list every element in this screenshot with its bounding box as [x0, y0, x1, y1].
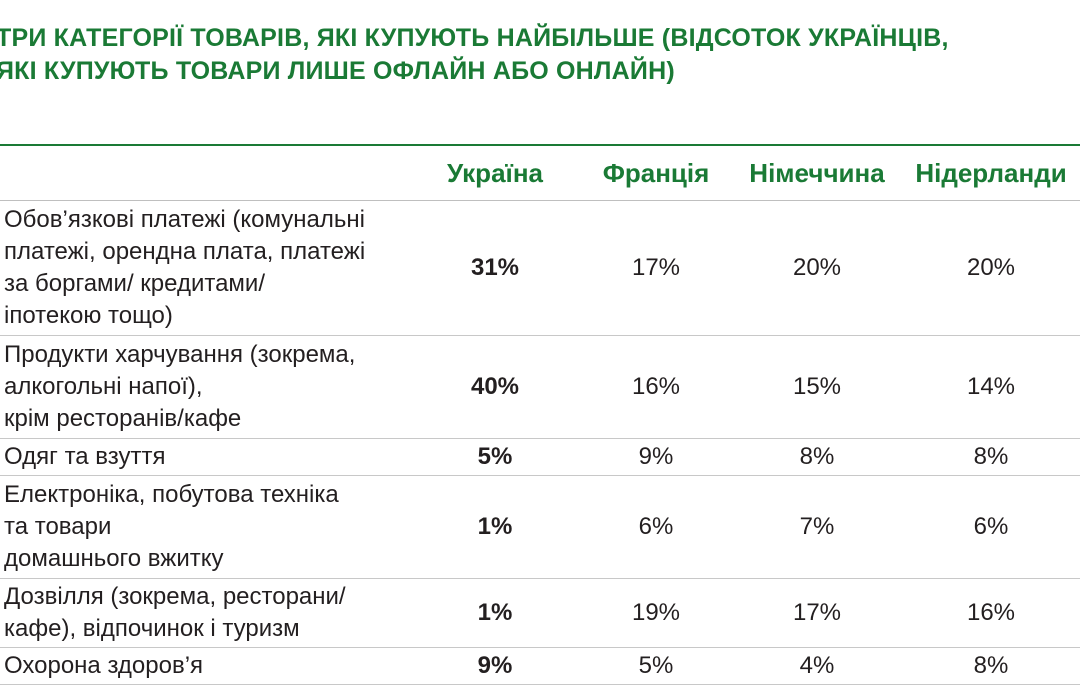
- label-line: та товари: [4, 513, 112, 540]
- label-line: домашнього вжитку: [4, 545, 224, 572]
- table-row: Продукти харчування (зокрема, алкогольні…: [0, 335, 1080, 439]
- purchase-categories-table: Україна Франція Німеччина Нідерланди Обо…: [0, 146, 1080, 685]
- page-title: ТРИ КАТЕГОРІЇ ТОВАРІВ, ЯКІ КУПУЮТЬ НАЙБІ…: [0, 22, 949, 88]
- table-row: Охорона здоров’я 9% 5% 4% 8%: [0, 647, 1080, 685]
- value-netherlands: 8%: [902, 647, 1080, 685]
- table-header-row: Україна Франція Німеччина Нідерланди: [0, 146, 1080, 201]
- table-top-rule: [0, 144, 1080, 146]
- value-netherlands: 20%: [902, 200, 1080, 336]
- label-line: Дозвілля (зокрема, ресторани/: [4, 583, 346, 610]
- header-netherlands: Нідерланди: [902, 146, 1080, 201]
- value-germany: 17%: [732, 578, 902, 648]
- label-line: Одяг та взуття: [4, 443, 166, 470]
- value-germany: 4%: [732, 647, 902, 685]
- row-label: Дозвілля (зокрема, ресторани/ кафе), від…: [0, 578, 410, 648]
- label-line: Продукти харчування (зокрема,: [4, 341, 356, 368]
- label-line: крім ресторанів/кафе: [4, 405, 242, 432]
- value-ukraine: 40%: [410, 335, 580, 439]
- label-line: алкогольні напої),: [4, 373, 203, 400]
- value-ukraine: 5%: [410, 438, 580, 476]
- table-row: Одяг та взуття 5% 9% 8% 8%: [0, 438, 1080, 476]
- value-ukraine: 31%: [410, 200, 580, 336]
- row-label: Електроніка, побутова техніка та товари …: [0, 475, 410, 579]
- table-row: Електроніка, побутова техніка та товари …: [0, 475, 1080, 579]
- row-label: Обов’язкові платежі (комунальні платежі,…: [0, 200, 410, 336]
- value-germany: 7%: [732, 475, 902, 579]
- value-ukraine: 9%: [410, 647, 580, 685]
- label-line: Охорона здоров’я: [4, 652, 204, 679]
- label-line: за боргами/ кредитами/: [4, 270, 265, 297]
- value-ukraine: 1%: [410, 475, 580, 579]
- row-label: Одяг та взуття: [0, 438, 410, 476]
- table-row: Дозвілля (зокрема, ресторани/ кафе), від…: [0, 578, 1080, 648]
- header-ukraine: Україна: [410, 146, 580, 201]
- value-germany: 15%: [732, 335, 902, 439]
- value-france: 16%: [580, 335, 732, 439]
- value-germany: 20%: [732, 200, 902, 336]
- header-germany: Німеччина: [732, 146, 902, 201]
- table-row: Обов’язкові платежі (комунальні платежі,…: [0, 200, 1080, 336]
- value-france: 17%: [580, 200, 732, 336]
- value-france: 19%: [580, 578, 732, 648]
- value-france: 5%: [580, 647, 732, 685]
- title-line-1: ТРИ КАТЕГОРІЇ ТОВАРІВ, ЯКІ КУПУЮТЬ НАЙБІ…: [0, 24, 949, 52]
- label-line: Електроніка, побутова техніка: [4, 481, 339, 508]
- value-germany: 8%: [732, 438, 902, 476]
- value-netherlands: 16%: [902, 578, 1080, 648]
- header-france: Франція: [580, 146, 732, 201]
- row-label: Охорона здоров’я: [0, 647, 410, 685]
- value-france: 6%: [580, 475, 732, 579]
- label-line: Обов’язкові платежі (комунальні: [4, 206, 365, 233]
- title-line-2: ЯКІ КУПУЮТЬ ТОВАРИ ЛИШЕ ОФЛАЙН АБО ОНЛАЙ…: [0, 57, 675, 85]
- value-netherlands: 8%: [902, 438, 1080, 476]
- row-label: Продукти харчування (зокрема, алкогольні…: [0, 335, 410, 439]
- header-category: [0, 146, 410, 201]
- label-line: кафе), відпочинок і туризм: [4, 615, 300, 642]
- value-netherlands: 14%: [902, 335, 1080, 439]
- value-netherlands: 6%: [902, 475, 1080, 579]
- label-line: платежі, орендна плата, платежі: [4, 238, 366, 265]
- value-ukraine: 1%: [410, 578, 580, 648]
- value-france: 9%: [580, 438, 732, 476]
- label-line: іпотекою тощо): [4, 302, 173, 329]
